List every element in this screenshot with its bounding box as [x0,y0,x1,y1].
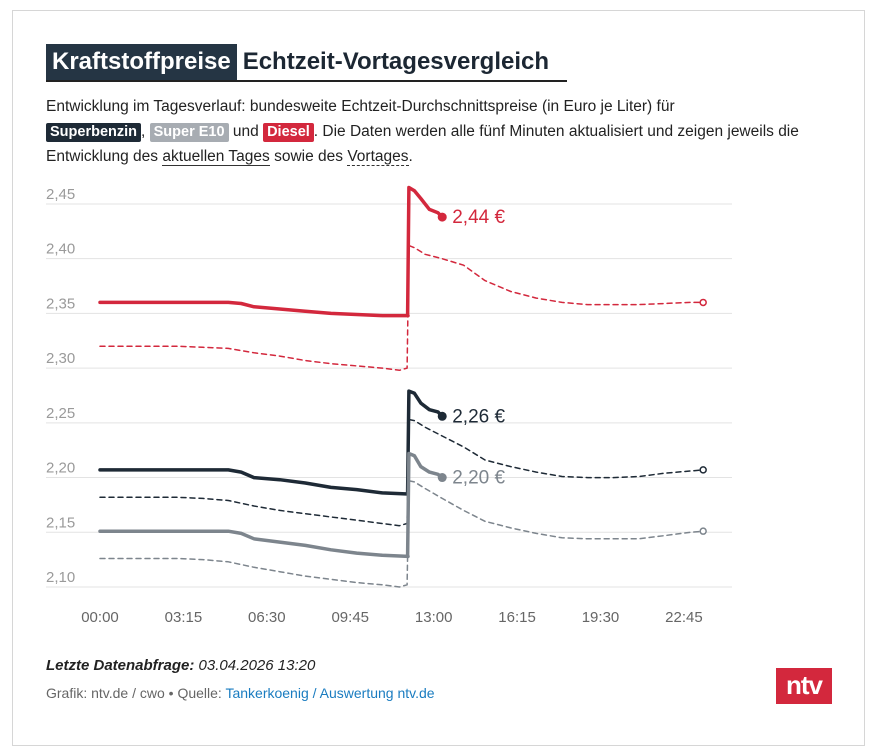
x-tick-label: 06:30 [248,609,286,626]
desc-text-2: . Die Daten werden alle fünf Minuten akt… [46,123,799,165]
y-tick-label: 2,20 [46,460,75,477]
y-tick-label: 2,25 [46,405,75,422]
desc-sep: , [141,123,146,140]
title-highlight: Kraftstoffpreise [46,44,237,80]
chart-description: Entwicklung im Tagesverlauf: bundesweite… [46,94,806,169]
series-end-point-diesel-yesterday [699,298,707,307]
series-line-diesel-today [98,185,444,318]
last-update-value: 03.04.2026 13:20 [198,657,316,674]
series-end-point-super-yesterday [699,466,707,474]
x-tick-label: 13:00 [415,609,453,626]
current-price-label-e10: 2,20 € [452,468,505,489]
y-tick-label: 2,45 [46,186,75,203]
current-price-label-diesel: 2,44 € [452,207,505,228]
series-line-super-today [98,389,444,496]
y-tick-label: 2,15 [46,514,75,531]
desc-und: und [232,123,259,140]
x-tick-label: 03:15 [165,609,203,626]
current-price-label-super: 2,26 € [452,406,505,427]
desc-text-1: Entwicklung im Tagesverlauf: bundesweite… [46,98,675,115]
legend-pill-superbenzin: Superbenzin [46,123,142,142]
series-end-point-super-today [437,411,447,421]
desc-sowie: sowie des [274,148,344,165]
series-line-super-yesterday [99,418,704,527]
x-tick-label: 09:45 [331,609,369,626]
legend-today: aktuellen Tages [162,148,270,166]
legend-yesterday: Vortages [347,148,409,166]
desc-end: . [408,148,413,165]
x-tick-label: 22:45 [665,609,703,626]
x-tick-label: 19:30 [582,609,620,626]
y-tick-label: 2,40 [46,241,75,258]
legend-pill-diesel: Diesel [263,123,314,142]
series-line-e10-today [98,451,444,559]
y-tick-label: 2,10 [46,569,75,586]
series-end-point-e10-today [437,473,447,483]
chart-title: Kraftstoffpreise Echtzeit-Vortagesvergle… [46,44,568,82]
last-update-label: Letzte Datenabfrage: [46,657,195,674]
legend-pill-e10: Super E10 [149,123,229,142]
series-line-diesel-yesterday [99,244,704,372]
x-tick-label: 16:15 [498,609,536,626]
credits-prefix: Grafik: ntv.de / cwo • Quelle: [46,685,222,701]
y-tick-label: 2,35 [46,295,75,312]
series-line-e10-yesterday [99,480,704,588]
series-end-point-e10-yesterday [699,527,707,535]
credits: Grafik: ntv.de / cwo • Quelle: Tankerkoe… [46,685,435,701]
y-tick-label: 2,30 [46,350,75,367]
x-tick-label: 00:00 [81,609,119,626]
ntv-logo: ntv [776,668,832,704]
series-end-point-diesel-today [437,212,447,222]
title-subtitle: Echtzeit-Vortagesvergleich [242,48,550,75]
last-update: Letzte Datenabfrage: 03.04.2026 13:20 [46,657,315,674]
source-link[interactable]: Tankerkoenig / Auswertung ntv.de [225,685,435,701]
